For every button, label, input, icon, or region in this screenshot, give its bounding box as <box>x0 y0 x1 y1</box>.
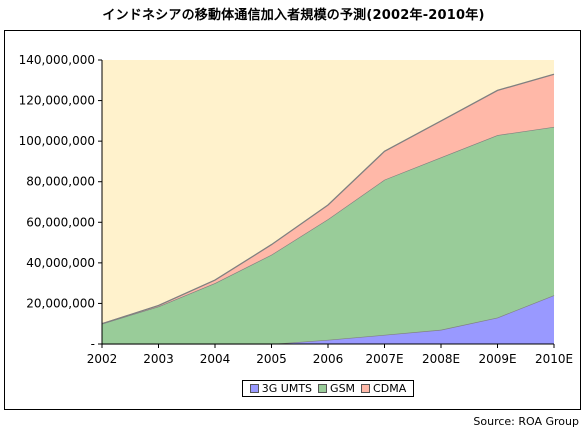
area-3g-umts <box>102 295 554 344</box>
legend-label-gsm: GSM <box>330 382 356 395</box>
legend-item-gsm: GSM <box>318 382 355 395</box>
x-tick-label: 2003 <box>143 352 174 366</box>
area-gsm <box>102 126 554 345</box>
area-cdma <box>102 74 554 324</box>
legend-swatch-3g-umts <box>249 384 259 393</box>
x-tick-label: 2006 <box>313 352 344 366</box>
legend-swatch-gsm <box>318 384 328 393</box>
legend-item-cdma: CDMA <box>361 382 406 395</box>
x-tick-label: 2009E <box>478 352 516 366</box>
x-tick-label: 2007E <box>365 352 403 366</box>
legend-label-3g-umts: 3G UMTS <box>261 382 313 395</box>
area-edge-cdma <box>101 73 555 325</box>
y-tick-label: - <box>91 337 95 351</box>
y-tick-label: 120,000,000 <box>19 94 95 108</box>
x-tick-label: 2005 <box>256 352 287 366</box>
x-tick-label: 2010E <box>535 352 573 366</box>
y-tick-label: 100,000,000 <box>19 134 95 148</box>
y-tick-label: 20,000,000 <box>26 296 95 310</box>
legend-swatch-cdma <box>361 384 371 393</box>
plot-layer: - 20,000,000 40,000,000 60,000,000 80,000,00… <box>19 53 573 366</box>
x-tick-label: 2008E <box>422 352 460 366</box>
y-tick-label: 80,000,000 <box>26 175 95 189</box>
x-tick-label: 2002 <box>87 352 118 366</box>
source-note: Source: ROA Group <box>473 415 579 428</box>
x-tick-label: 2004 <box>200 352 231 366</box>
y-tick-label: 60,000,000 <box>26 215 95 229</box>
legend-item-3g-umts: 3G UMTS <box>249 382 313 395</box>
chart-title: インドネシアの移動体通信加入者規模の予測(2002年-2010年) <box>102 8 485 23</box>
chart-legend: 3G UMTS GSM CDMA <box>242 380 414 397</box>
y-tick-label: 40,000,000 <box>26 256 95 270</box>
y-tick-label: 140,000,000 <box>19 53 95 67</box>
legend-label-cdma: CDMA <box>373 382 407 395</box>
